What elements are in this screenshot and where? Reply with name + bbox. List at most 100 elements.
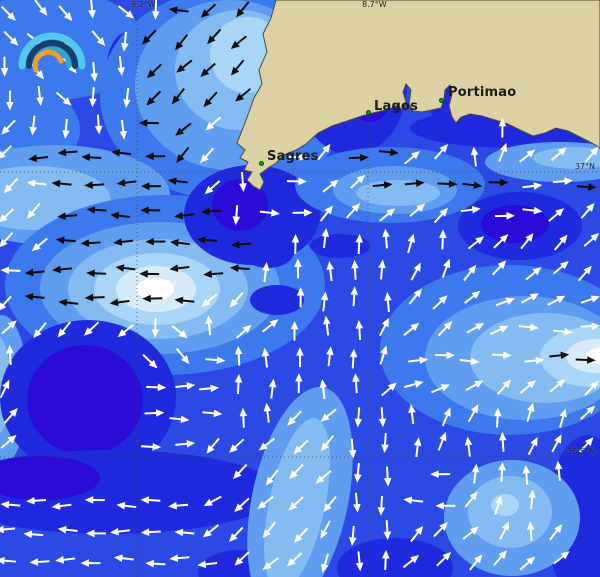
direction-arrow <box>24 268 45 277</box>
direction-arrow <box>460 205 481 214</box>
direction-arrow <box>292 208 313 217</box>
direction-arrow <box>351 259 359 280</box>
direction-arrow <box>205 356 226 364</box>
direction-arrow <box>319 205 333 222</box>
direction-arrow <box>175 33 189 51</box>
direction-arrow <box>431 384 450 394</box>
direction-arrow <box>174 211 195 220</box>
direction-arrow <box>197 560 218 569</box>
direction-arrow <box>467 236 485 250</box>
direction-arrow <box>493 550 507 566</box>
direction-arrow <box>200 62 216 77</box>
direction-arrow <box>0 295 12 312</box>
direction-arrow <box>549 351 570 360</box>
direction-arrow <box>552 177 573 185</box>
direction-arrow <box>408 404 416 425</box>
direction-arrow <box>24 292 45 301</box>
city-marker-dot[interactable] <box>439 98 444 103</box>
direction-arrow <box>0 5 16 21</box>
direction-arrow <box>239 407 248 428</box>
direction-arrow <box>437 180 458 188</box>
direction-arrow <box>580 295 600 304</box>
direction-arrow <box>381 549 390 570</box>
city-marker-dot[interactable] <box>259 161 264 166</box>
direction-arrow <box>229 438 245 453</box>
direction-arrow <box>441 258 451 278</box>
direction-arrow <box>289 463 304 480</box>
direction-arrow <box>498 431 507 452</box>
direction-arrow <box>29 558 50 566</box>
direction-arrow <box>176 146 190 164</box>
direction-arrow <box>261 347 270 368</box>
direction-arrow <box>320 520 331 539</box>
direction-arrow <box>146 63 162 79</box>
direction-arrow <box>522 206 543 215</box>
city-marker-dot[interactable] <box>366 110 371 115</box>
direction-arrow <box>355 320 364 341</box>
direction-arrow <box>259 209 280 217</box>
direction-arrow <box>320 291 329 312</box>
direction-arrow <box>168 6 189 14</box>
direction-arrow <box>577 265 592 282</box>
direction-arrow <box>436 551 452 567</box>
direction-arrow <box>322 179 339 193</box>
direction-arrow <box>206 437 220 454</box>
direction-arrow <box>464 290 481 304</box>
direction-arrow <box>176 59 193 73</box>
direction-arrow <box>519 380 536 394</box>
direction-arrow <box>323 495 337 513</box>
direction-arrow <box>553 234 568 251</box>
direction-arrow <box>462 526 479 540</box>
direction-arrow <box>111 149 132 157</box>
direction-arrow <box>171 88 185 105</box>
direction-arrow <box>234 551 250 566</box>
direction-arrow <box>86 269 107 278</box>
direction-arrow <box>140 528 161 536</box>
direction-arrow <box>232 205 241 226</box>
direction-arrow <box>353 492 361 513</box>
direction-arrow <box>94 114 103 135</box>
direction-arrow <box>0 266 21 275</box>
direction-arrow <box>350 286 359 307</box>
direction-arrow <box>384 292 392 313</box>
direction-arrow <box>151 317 160 338</box>
direction-arrow <box>470 146 479 167</box>
direction-arrow <box>433 522 448 538</box>
direction-arrow <box>262 319 279 333</box>
direction-arrow <box>58 298 79 307</box>
direction-arrow <box>196 236 217 244</box>
direction-arrow <box>290 320 299 341</box>
direction-arrow <box>354 462 362 483</box>
direction-arrow <box>0 434 17 449</box>
direction-arrow <box>55 91 72 106</box>
direction-arrow <box>323 315 331 336</box>
direction-arrow <box>140 496 161 504</box>
direction-arrow <box>115 264 136 272</box>
direction-arrow <box>83 321 100 336</box>
direction-arrow <box>239 171 247 192</box>
direction-arrow <box>57 148 78 157</box>
direction-arrow <box>6 90 14 111</box>
direction-arrow <box>236 1 250 18</box>
city-label: Lagos <box>374 99 419 114</box>
direction-arrow <box>355 233 364 254</box>
direction-arrow <box>140 182 161 191</box>
direction-arrow <box>1 119 16 135</box>
direction-arrow <box>463 264 477 282</box>
direction-arrow <box>580 322 600 330</box>
direction-arrow <box>113 554 134 562</box>
direction-arrow <box>55 556 76 564</box>
direction-arrow <box>229 291 244 308</box>
direction-arrow <box>402 555 420 569</box>
direction-arrow <box>116 501 137 510</box>
direction-arrow <box>518 323 539 332</box>
direction-arrow <box>26 179 47 188</box>
direction-arrow <box>493 407 502 428</box>
direction-arrow <box>522 464 531 485</box>
direction-arrow <box>57 212 78 220</box>
direction-arrow <box>408 356 429 364</box>
direction-arrow <box>169 239 190 247</box>
direction-arrow <box>489 325 509 336</box>
direction-arrow <box>175 382 196 390</box>
